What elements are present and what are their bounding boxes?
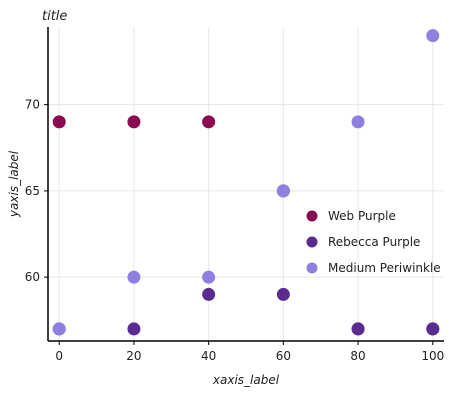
chart-title: title — [42, 9, 67, 24]
x-ticks: 0 20 40 60 80 100 — [55, 341, 444, 363]
point-medium-periwinkle — [351, 115, 365, 129]
point-web-purple — [202, 115, 216, 129]
x-tick-label: 60 — [276, 349, 291, 363]
point-medium-periwinkle — [127, 270, 141, 284]
point-rebecca-purple — [426, 322, 440, 336]
y-axis-label: yaxis_label — [7, 150, 21, 218]
x-axis-label: xaxis_label — [212, 373, 280, 387]
y-tick-label: 70 — [25, 98, 40, 112]
point-medium-periwinkle — [52, 322, 66, 336]
legend: Web Purple Rebecca Purple Medium Periwinkl… — [306, 209, 441, 275]
legend-marker-rebecca-purple — [306, 236, 318, 248]
grid — [48, 27, 444, 341]
point-medium-periwinkle — [426, 29, 440, 43]
y-ticks: 60 65 70 — [25, 98, 48, 284]
x-tick-label: 40 — [201, 349, 216, 363]
legend-marker-medium-periwinkle — [306, 262, 318, 274]
series-medium-periwinkle — [52, 29, 440, 336]
x-tick-label: 20 — [126, 349, 141, 363]
y-tick-label: 60 — [25, 270, 40, 284]
point-web-purple — [52, 115, 66, 129]
point-medium-periwinkle — [276, 184, 290, 198]
point-rebecca-purple — [276, 287, 290, 301]
point-medium-periwinkle — [202, 270, 216, 284]
series-rebecca-purple — [52, 287, 440, 336]
legend-marker-web-purple — [306, 210, 318, 222]
legend-label-rebecca-purple: Rebecca Purple — [328, 235, 420, 249]
series-layer — [52, 29, 440, 336]
legend-label-medium-periwinkle: Medium Periwinkle — [328, 261, 441, 275]
y-tick-label: 65 — [25, 184, 40, 198]
x-tick-label: 100 — [421, 349, 444, 363]
point-rebecca-purple — [127, 322, 141, 336]
x-tick-label: 80 — [350, 349, 365, 363]
point-web-purple — [127, 115, 141, 129]
point-rebecca-purple — [351, 322, 365, 336]
point-rebecca-purple — [202, 287, 216, 301]
legend-label-web-purple: Web Purple — [328, 209, 396, 223]
series-web-purple — [52, 115, 440, 336]
x-tick-label: 0 — [55, 349, 63, 363]
